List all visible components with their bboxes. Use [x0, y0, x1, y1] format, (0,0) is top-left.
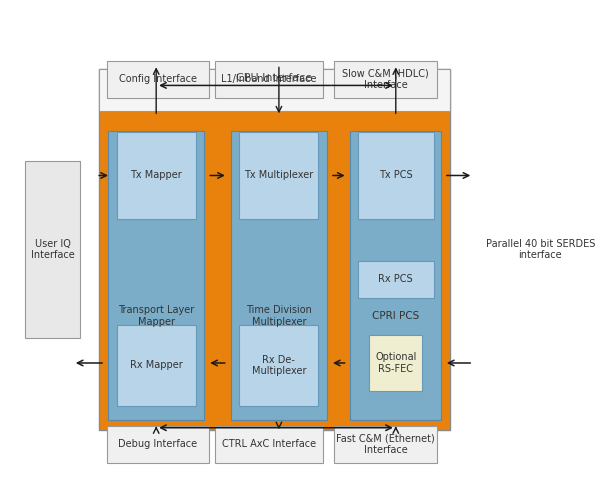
Bar: [334, 61, 436, 98]
Text: Rx Mapper: Rx Mapper: [130, 360, 183, 370]
Bar: [106, 61, 209, 98]
Bar: [358, 260, 434, 297]
Bar: [99, 69, 450, 111]
Bar: [108, 131, 205, 420]
Bar: [231, 131, 327, 420]
Text: Fast C&M (Ethernet)
Interface: Fast C&M (Ethernet) Interface: [336, 434, 435, 455]
Bar: [117, 132, 195, 219]
Bar: [350, 131, 441, 420]
Text: L1/Inband Interface: L1/Inband Interface: [221, 74, 316, 84]
Text: CTRL AxC Interface: CTRL AxC Interface: [222, 440, 316, 450]
Bar: [99, 69, 450, 430]
Bar: [370, 335, 422, 391]
Bar: [117, 325, 195, 406]
Text: Tx PCS: Tx PCS: [379, 171, 413, 181]
Bar: [106, 426, 209, 463]
Bar: [239, 325, 318, 406]
Text: Transport Layer
Mapper: Transport Layer Mapper: [118, 305, 194, 327]
Text: Optional
RS-FEC: Optional RS-FEC: [375, 352, 416, 374]
Text: Config Interface: Config Interface: [118, 74, 197, 84]
Text: Tx Multiplexer: Tx Multiplexer: [244, 171, 314, 181]
Text: Slow C&M (HDLC)
Interface: Slow C&M (HDLC) Interface: [342, 68, 429, 90]
Text: CPRI PCS: CPRI PCS: [372, 311, 419, 321]
Bar: [215, 426, 323, 463]
Text: Rx De-
Multiplexer: Rx De- Multiplexer: [252, 355, 306, 376]
Bar: [334, 426, 436, 463]
Text: Debug Interface: Debug Interface: [118, 440, 197, 450]
Text: Time Division
Multiplexer: Time Division Multiplexer: [246, 305, 312, 327]
Text: Tx Mapper: Tx Mapper: [131, 171, 182, 181]
Text: Rx PCS: Rx PCS: [379, 274, 413, 284]
Text: CPU Interface: CPU Interface: [236, 73, 313, 83]
Text: User IQ
Interface: User IQ Interface: [30, 239, 74, 260]
Bar: [215, 61, 323, 98]
Bar: [358, 132, 434, 219]
Bar: [239, 132, 318, 219]
Text: Parallel 40 bit SERDES
interface: Parallel 40 bit SERDES interface: [486, 239, 595, 260]
Bar: [25, 161, 80, 338]
